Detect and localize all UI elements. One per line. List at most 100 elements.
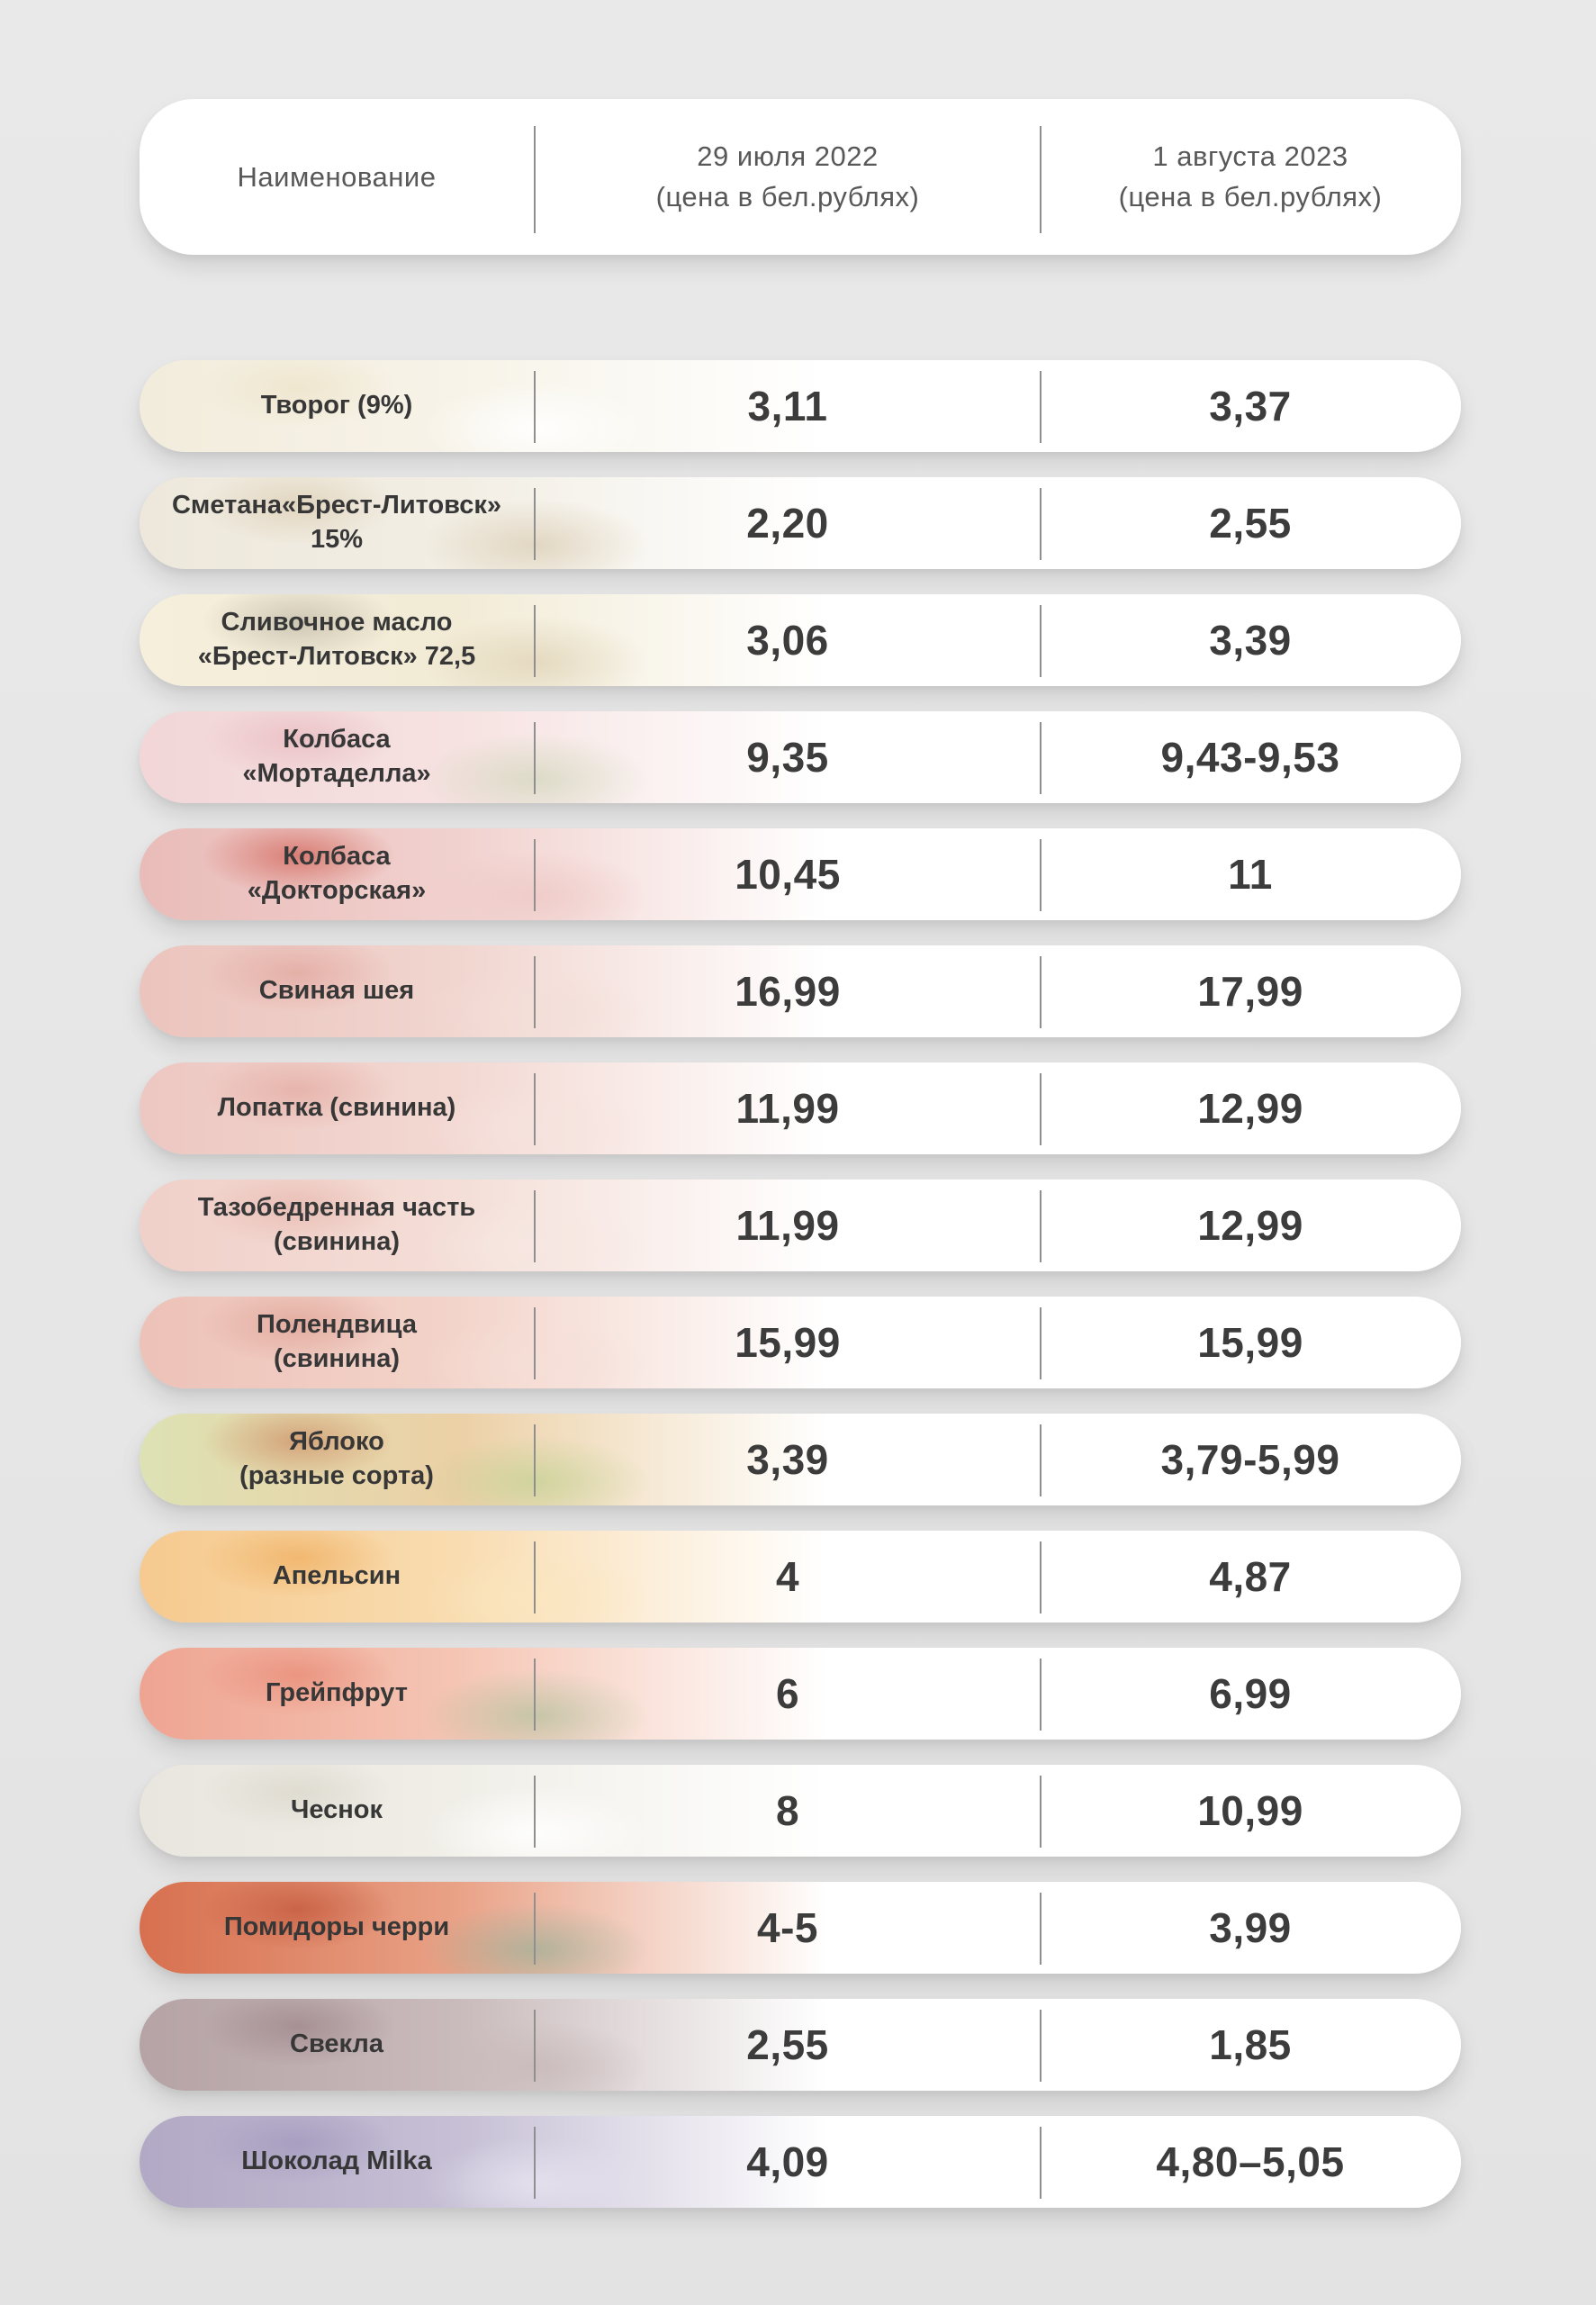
price-2022: 6 (775, 1670, 800, 1717)
price-2023: 12,99 (1197, 1085, 1303, 1132)
table-row-pork-neck: Свиная шея 16,99 17,99 (140, 945, 1461, 1037)
price-2022: 8 (775, 1787, 800, 1834)
product-name: Чеснок (291, 1795, 383, 1825)
table-row-pork-shoulder: Лопатка (свинина) 11,99 12,99 (140, 1062, 1461, 1154)
product-name: Лопатка (свинина) (217, 1093, 456, 1123)
column-divider (534, 605, 536, 677)
column-divider (1040, 1424, 1041, 1496)
product-name: Помидоры черри (223, 1912, 450, 1942)
price-2022: 11,99 (735, 1202, 840, 1249)
table-row-beets: Свекла 2,55 1,85 (140, 1999, 1461, 2091)
price-2022: 3,06 (746, 617, 829, 664)
column-divider (534, 839, 536, 911)
column-divider (534, 2127, 536, 2199)
column-divider (1040, 956, 1041, 1028)
product-name: Апельсин (272, 1561, 401, 1591)
price-2023: 3,39 (1209, 617, 1292, 664)
price-2023: 3,99 (1209, 1904, 1292, 1951)
price-2023: 3,79-5,99 (1160, 1436, 1340, 1483)
product-name: Колбаса «Докторская» (247, 842, 427, 905)
table-row-apples: Яблоко (разные сорта) 3,39 3,79-5,99 (140, 1414, 1461, 1505)
price-2023: 2,55 (1209, 500, 1292, 547)
column-divider (534, 1893, 536, 1965)
column-divider (1040, 1659, 1041, 1731)
price-2022: 3,11 (747, 383, 828, 429)
product-name: Шоколад Milka (241, 2147, 432, 2176)
column-divider (1040, 722, 1041, 794)
column-divider (1040, 1541, 1041, 1614)
table-row-milka-chocolate: Шоколад Milka 4,09 4,80–5,05 (140, 2116, 1461, 2208)
price-2023: 9,43-9,53 (1160, 734, 1340, 781)
table-row-oranges: Апельсин 4 4,87 (140, 1531, 1461, 1623)
price-2023: 17,99 (1197, 968, 1303, 1015)
column-header-2023-date: 1 августа 2023 (1152, 140, 1348, 173)
column-divider (534, 1659, 536, 1731)
column-divider (534, 1190, 536, 1262)
price-2022: 4,09 (746, 2138, 829, 2185)
column-divider (1040, 1073, 1041, 1145)
product-name: Свиная шея (258, 976, 415, 1006)
price-2023: 10,99 (1197, 1787, 1303, 1834)
column-divider (1040, 1190, 1041, 1262)
column-divider (534, 1307, 536, 1379)
product-name: Сметана«Брест-Литовск» 15% (171, 491, 502, 554)
product-name: Сливочное масло «Брест-Литовск» 72,5 (197, 608, 476, 671)
column-divider (534, 1776, 536, 1848)
column-header-2022-unit: (цена в бел.рублях) (655, 180, 920, 212)
column-divider (534, 488, 536, 560)
price-2022: 2,55 (746, 2021, 829, 2068)
table-body: Творог (9%) 3,11 3,37 Сметана«Брест-Лито… (140, 360, 1461, 2233)
price-2022: 3,39 (746, 1436, 829, 1483)
table-row-garlic: Чеснок 8 10,99 (140, 1765, 1461, 1857)
column-divider (1040, 2010, 1041, 2082)
price-2023: 4,87 (1209, 1553, 1292, 1600)
price-2022: 4 (775, 1553, 800, 1600)
price-2022: 16,99 (735, 968, 841, 1015)
price-2022: 9,35 (746, 734, 829, 781)
column-divider (1040, 2127, 1041, 2199)
product-name: Яблоко (разные сорта) (239, 1427, 434, 1490)
column-divider (534, 371, 536, 443)
price-2022: 11,99 (735, 1085, 840, 1132)
price-2023: 1,85 (1209, 2021, 1292, 2068)
column-divider (1040, 1893, 1041, 1965)
table-row-grapefruit: Грейпфрут 6 6,99 (140, 1648, 1461, 1740)
table-row-cherry-tomatoes: Помидоры черри 4-5 3,99 (140, 1882, 1461, 1974)
column-header-name: Наименование (237, 160, 437, 193)
price-2023: 11 (1228, 851, 1273, 898)
product-name: Полендвица (свинина) (257, 1310, 417, 1373)
column-header-2022-date: 29 июля 2022 (697, 140, 879, 173)
price-2023: 6,99 (1209, 1670, 1292, 1717)
column-divider (534, 2010, 536, 2082)
column-divider (534, 1541, 536, 1614)
column-divider (534, 956, 536, 1028)
table-header: Наименование 29 июля 2022 (цена в бел.ру… (140, 99, 1461, 255)
product-name: Творог (9%) (260, 391, 413, 420)
column-divider (1040, 839, 1041, 911)
column-divider (534, 126, 536, 233)
product-name: Грейпфрут (266, 1678, 408, 1708)
product-name: Колбаса «Мортаделла» (242, 725, 431, 788)
column-divider (1040, 488, 1041, 560)
price-2022: 4-5 (757, 1904, 818, 1951)
column-divider (534, 1424, 536, 1496)
column-header-2022: 29 июля 2022 (цена в бел.рублях) (536, 99, 1040, 255)
table-row-pork-loin: Полендвица (свинина) 15,99 15,99 (140, 1297, 1461, 1388)
price-2022: 2,20 (746, 500, 829, 547)
column-divider (534, 1073, 536, 1145)
column-header-2023: 1 августа 2023 (цена в бел.рублях) (1041, 99, 1459, 255)
product-name: Свекла (290, 2029, 383, 2059)
price-2023: 3,37 (1209, 383, 1292, 429)
column-divider (1040, 1307, 1041, 1379)
table-row-butter: Сливочное масло «Брест-Литовск» 72,5 3,0… (140, 594, 1461, 686)
column-header-2023-unit: (цена в бел.рублях) (1118, 180, 1383, 212)
table-row-sour-cream: Сметана«Брест-Литовск» 15% 2,20 2,55 (140, 477, 1461, 569)
price-2022: 10,45 (735, 851, 841, 898)
table-row-cottage-cheese: Творог (9%) 3,11 3,37 (140, 360, 1461, 452)
column-divider (534, 722, 536, 794)
product-name: Тазобедренная часть (свинина) (197, 1193, 476, 1256)
column-divider (1040, 371, 1041, 443)
table-row-pork-hip: Тазобедренная часть (свинина) 11,99 12,9… (140, 1180, 1461, 1271)
table-row-doctorskaya-sausage: Колбаса «Докторская» 10,45 11 (140, 828, 1461, 920)
